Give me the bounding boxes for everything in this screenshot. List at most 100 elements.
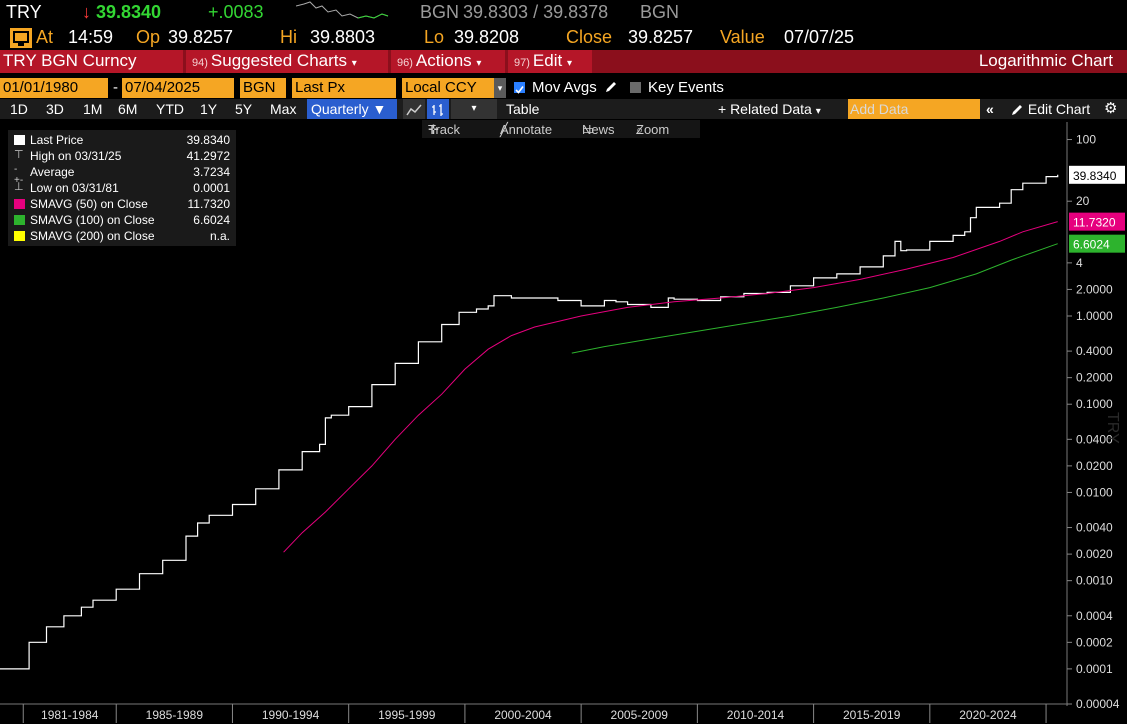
y-tick-label: 0.0040 — [1076, 521, 1113, 535]
zoom-icon: ⌕ — [636, 122, 644, 137]
y-axis: 100 20 4 2.0000 1.0000 0.4000 0.2000 0.1000 0.04… — [1067, 133, 1120, 711]
suggested-charts-number: 94) — [192, 57, 208, 69]
legend-label: SMAVG (100) on Close — [30, 213, 155, 227]
range-3d[interactable]: 3D — [46, 101, 64, 117]
close-value: 39.8257 — [628, 27, 694, 47]
chevron-down-icon[interactable]: ▾ — [451, 99, 497, 119]
legend-row-sma50[interactable]: SMAVG (50) on Close 11.7320 — [14, 196, 230, 212]
series-line-sma50[interactable] — [283, 221, 1058, 553]
chart-tools: ✛ Track ╱ Annotate ▭ News ⌕ Zoom — [422, 120, 700, 138]
high-value: 39.8803 — [310, 27, 376, 47]
mov-avgs-label[interactable]: Mov Avgs — [532, 79, 597, 96]
annotate-label: Annotate — [500, 122, 553, 137]
y-tick-label: 100 — [1076, 133, 1096, 147]
edit-chart-label: Edit Chart — [1027, 101, 1091, 117]
actions-button[interactable]: 96) Actions ▾ — [391, 50, 505, 73]
range-ytd[interactable]: YTD — [156, 101, 184, 117]
pencil-icon — [1012, 105, 1022, 116]
down-arrow-icon: ↓ — [82, 2, 91, 22]
end-labels: 39.8340 11.7320 6.6024 — [1069, 165, 1125, 253]
last-price-label: 39.8340 — [1073, 169, 1117, 183]
key-events-label[interactable]: Key Events — [648, 79, 724, 96]
chevron-down-icon[interactable]: ▾ — [494, 78, 506, 98]
y-tick-label: 20 — [1076, 194, 1090, 208]
legend-row-last-price[interactable]: Last Price 39.8340 — [14, 132, 230, 148]
pencil-icon[interactable] — [604, 80, 618, 98]
edit-chart-button[interactable]: Edit Chart — [1010, 99, 1090, 119]
mov-avgs-checkbox[interactable] — [514, 82, 525, 94]
period-selector[interactable]: Quarterly ▼ — [307, 99, 397, 119]
bar-chart-icon[interactable] — [427, 99, 449, 119]
date-separator: - — [113, 79, 118, 96]
legend-label: SMAVG (50) on Close — [30, 197, 148, 211]
range-6m[interactable]: 6M — [118, 101, 138, 117]
y-tick-label: 0.0020 — [1076, 547, 1113, 561]
currency-selector[interactable]: Local CCY — [402, 78, 494, 98]
chevron-down-icon: ▾ — [476, 58, 482, 69]
suggested-charts-label: Suggested Charts — [210, 51, 347, 70]
sparkline-icon — [296, 1, 389, 19]
legend-row-high: ⊤ High on 03/31/25 41.2972 — [14, 148, 230, 164]
ask-source: BGN — [640, 2, 680, 22]
legend-value: 41.2972 — [186, 149, 230, 163]
legend-swatch — [14, 215, 25, 225]
y-tick-label: 0.0400 — [1076, 432, 1113, 446]
y-tick-label: 0.0010 — [1076, 574, 1113, 588]
edit-label: Edit — [532, 51, 563, 70]
collapse-icon[interactable]: « — [986, 101, 994, 117]
bid-ask: 39.8303 / 39.8378 — [463, 2, 609, 22]
x-tick-label: 1985-1989 — [146, 708, 204, 722]
suggested-charts-button[interactable]: 94) Suggested Charts ▾ — [186, 50, 388, 73]
legend-label: Low on 03/31/81 — [30, 181, 119, 195]
annotate-icon: ╱ — [500, 122, 508, 137]
table-button[interactable]: Table — [506, 101, 540, 117]
date-controls: 01/01/1980 - 07/04/2025 BGN Last Px Loca… — [0, 78, 1127, 98]
range-1m[interactable]: 1M — [83, 101, 103, 117]
legend-swatch — [14, 199, 25, 209]
value-date-label: Value — [720, 27, 765, 47]
y-tick-label: 2.0000 — [1076, 282, 1113, 296]
key-events-checkbox[interactable] — [630, 82, 641, 93]
value-date: 07/07/25 — [784, 27, 855, 47]
title-bar: TRY BGN Curncy 94) Suggested Charts ▾ 96)… — [0, 50, 1127, 73]
add-data-input[interactable]: Add Data — [848, 99, 980, 119]
alert-icon[interactable] — [10, 28, 32, 48]
y-tick-label: 0.2000 — [1076, 371, 1113, 385]
series-group — [0, 174, 1059, 670]
field-selector[interactable]: Last Px — [292, 78, 396, 98]
line-chart-icon[interactable] — [403, 99, 425, 119]
range-1y[interactable]: 1Y — [200, 101, 218, 117]
range-1d[interactable]: 1D — [10, 101, 28, 117]
source-field[interactable]: BGN — [240, 78, 286, 98]
y-tick-label: 4 — [1076, 256, 1083, 270]
edit-button[interactable]: 97) Edit ▾ — [508, 50, 592, 73]
legend-label: SMAVG (200) on Close — [30, 229, 155, 243]
x-tick-label: 1981-1984 — [41, 708, 99, 722]
chart-type-title: Logarithmic Chart — [978, 51, 1113, 70]
related-data-button[interactable]: + Related Data ▾ — [718, 99, 821, 119]
start-date-field[interactable]: 01/01/1980 — [0, 78, 108, 98]
series-line-last-price[interactable] — [0, 174, 1059, 670]
gear-icon[interactable]: ⚙ — [1104, 100, 1118, 117]
legend-row-sma200[interactable]: SMAVG (200) on Close n.a. — [14, 228, 230, 244]
legend-row-average: -+- Average 3.7234 — [14, 164, 230, 186]
legend-value: 6.6024 — [193, 213, 230, 227]
bid-source: BGN — [420, 2, 460, 22]
end-date-field[interactable]: 07/04/2025 — [122, 78, 234, 98]
legend-label: Last Price — [30, 133, 84, 147]
period-label: Quarterly — [311, 101, 369, 117]
last-price: 39.8340 — [96, 2, 162, 22]
range-controls: 1D 3D 1M 6M YTD 1Y 5Y Max Quarterly ▼ ▾ … — [0, 99, 1127, 119]
range-5y[interactable]: 5Y — [235, 101, 253, 117]
related-data-label: + Related Data — [718, 101, 812, 117]
y-tick-label: 0.0001 — [1076, 662, 1113, 676]
low-label: Lo — [424, 27, 445, 47]
series-line-sma100[interactable] — [571, 243, 1058, 354]
quote-line-1: TRY ↓ 39.8340 +.0083 BGN 39.8303 / 39.83… — [0, 0, 1127, 26]
legend-row-sma100[interactable]: SMAVG (100) on Close 6.6024 — [14, 212, 230, 228]
security-field[interactable]: TRY BGN Curncy — [0, 50, 183, 73]
y-tick-label: 0.4000 — [1076, 344, 1113, 358]
range-max[interactable]: Max — [270, 101, 297, 117]
low-marker-icon: ⊥ — [14, 181, 24, 193]
legend-row-low: ⊥ Low on 03/31/81 0.0001 — [14, 180, 230, 196]
